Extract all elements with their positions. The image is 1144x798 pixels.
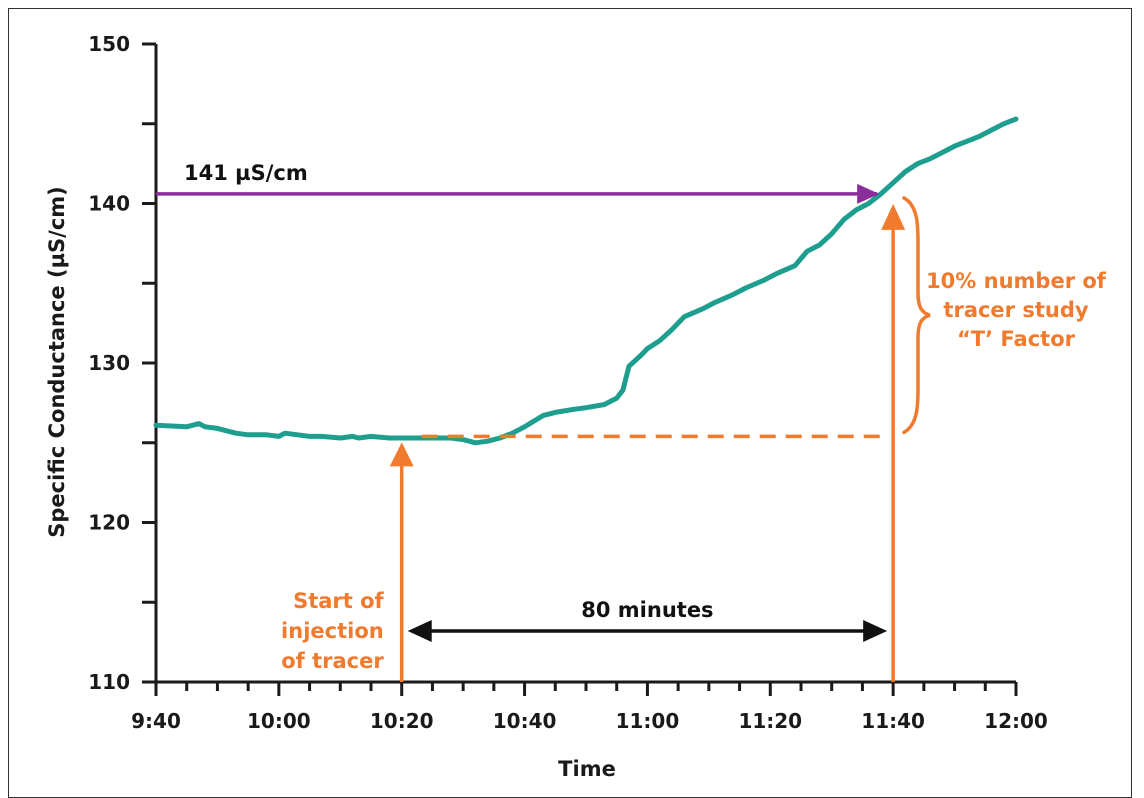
t-factor-label-line: tracer study <box>943 298 1088 322</box>
x-tick-label: 11:00 <box>616 709 680 733</box>
x-axis-title: Time <box>558 757 616 781</box>
duration-label: 80 minutes <box>581 598 713 622</box>
x-tick-label: 12:00 <box>984 709 1048 733</box>
t-factor-label-line: 10% number of <box>926 269 1107 293</box>
level-arrow-head <box>857 183 880 204</box>
t-factor-brace <box>902 196 931 435</box>
t-factor-label-line: “T’ Factor <box>957 327 1076 351</box>
injection-label-line: Start of <box>293 589 384 613</box>
duration-arrow-head-right <box>863 620 888 642</box>
x-tick-label: 10:20 <box>370 709 434 733</box>
y-tick-label: 120 <box>88 511 130 535</box>
injection-label-line: injection <box>281 619 384 643</box>
x-tick-label: 10:40 <box>493 709 557 733</box>
x-tick-label: 9:40 <box>131 709 181 733</box>
y-tick-label: 140 <box>88 192 130 216</box>
level-label: 141 µS/cm <box>184 161 308 185</box>
y-tick-label: 110 <box>88 670 130 694</box>
injection-arrow-head <box>389 442 414 467</box>
injection-label-line: of tracer <box>281 649 384 673</box>
series-layer <box>153 116 1019 446</box>
y-tick-label: 130 <box>88 351 130 375</box>
duration-arrow-head-left <box>407 620 432 642</box>
y-axis: 110 120 130 140 150 <box>88 32 158 694</box>
conductance-series-line <box>153 116 1019 446</box>
x-tick-label: 11:40 <box>861 709 925 733</box>
y-tick-label: 150 <box>88 32 130 56</box>
t-factor-arrow-head <box>881 203 906 230</box>
x-tick-label: 10:00 <box>247 709 311 733</box>
x-axis: 9:40 10:00 10:20 10:40 11:00 11:20 11:40 12:00 <box>131 680 1048 733</box>
x-tick-label: 11:20 <box>738 709 802 733</box>
annotation-layer: 141 µS/cm Start of injection of tracer 80 mi… <box>156 161 1107 682</box>
y-axis-title: Specific Conductance (µS/cm) <box>45 186 69 538</box>
